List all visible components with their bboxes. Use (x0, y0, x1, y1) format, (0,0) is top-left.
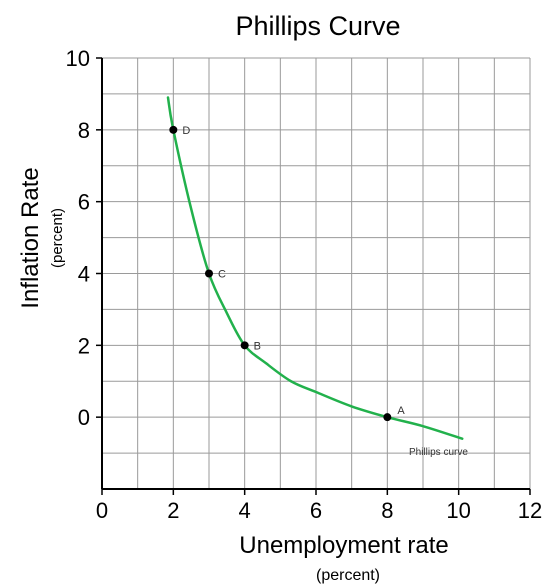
point-label-b: B (254, 340, 261, 352)
x-tick-label: 2 (167, 498, 179, 523)
point-a (383, 413, 392, 422)
x-tick-label: 0 (96, 498, 108, 523)
y-tick-label: 6 (78, 190, 90, 215)
y-tick-label: 2 (78, 333, 90, 358)
point-label-d: D (182, 125, 190, 137)
point-b (240, 341, 249, 350)
point-c (205, 269, 213, 278)
grid-layer (102, 57, 531, 489)
point-label-a: A (397, 405, 405, 417)
chart-title: Phillips Curve (235, 11, 400, 41)
x-tick-label: 12 (518, 498, 542, 523)
x-tick-label: 6 (310, 498, 322, 523)
x-axis-label: Unemployment rate (239, 532, 448, 559)
y-tick-label: 10 (66, 46, 90, 71)
curve-label: Phillips curve (409, 447, 468, 458)
tick-layer: 0 2 4 6 8 10 12 0 2 4 6 8 10 (66, 46, 543, 523)
y-tick-label: 8 (78, 118, 90, 143)
y-axis-label: Inflation Rate (17, 167, 44, 308)
x-tick-label: 4 (239, 498, 251, 523)
y-tick-label: 4 (78, 262, 90, 287)
curve-layer (166, 96, 464, 440)
x-axis-sublabel: (percent) (316, 567, 380, 584)
points-layer: D C B A (169, 125, 405, 422)
y-tick-label: 0 (78, 405, 90, 430)
y-axis-sublabel: (percent) (49, 208, 66, 268)
point-d (169, 125, 178, 134)
phillips-curve-line (166, 96, 464, 440)
x-tick-label: 8 (381, 498, 393, 523)
point-label-c: C (218, 269, 226, 281)
x-tick-label: 10 (446, 498, 470, 523)
